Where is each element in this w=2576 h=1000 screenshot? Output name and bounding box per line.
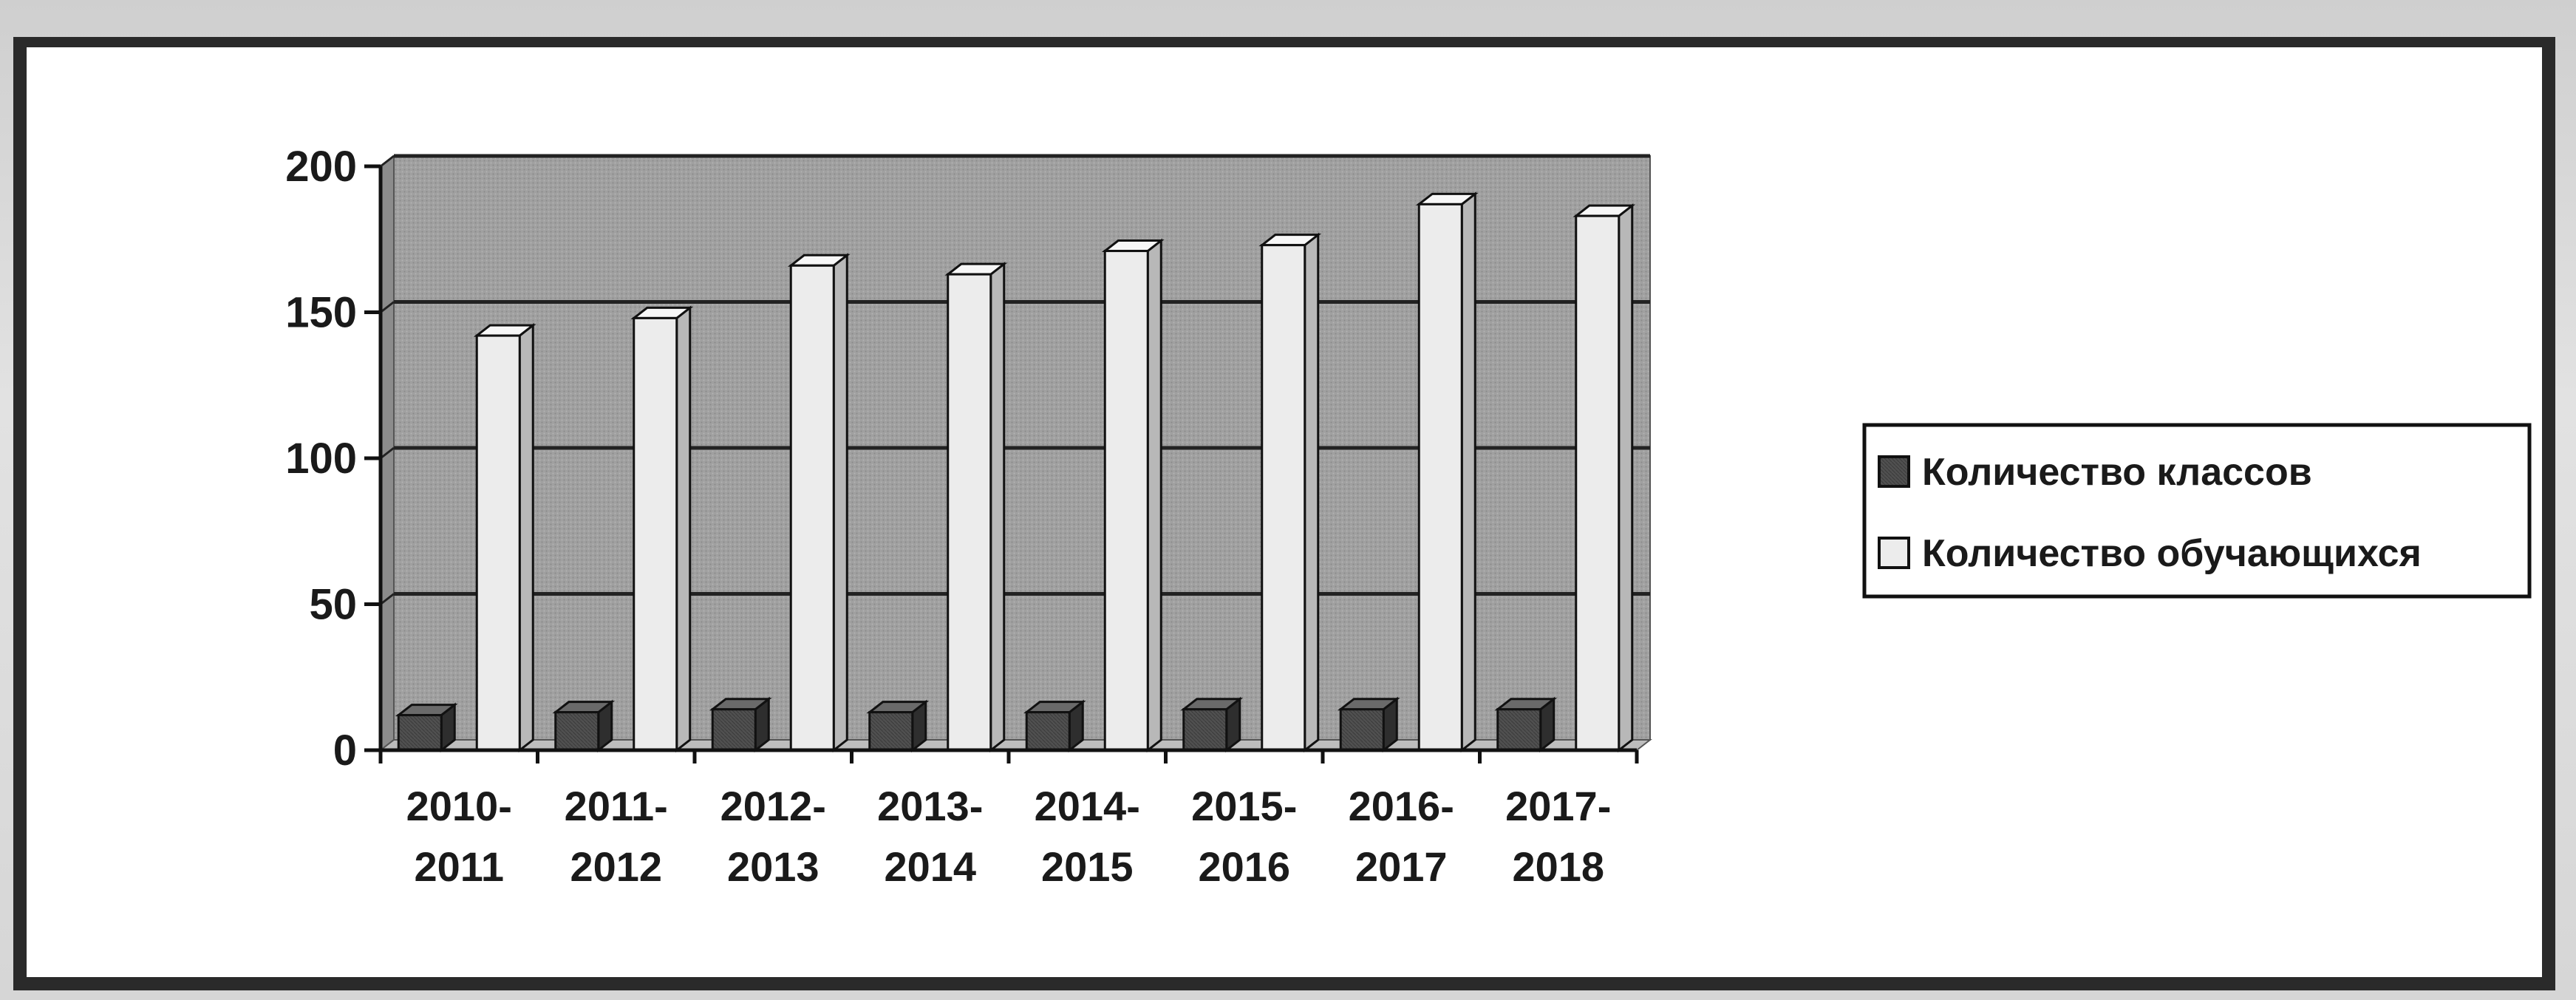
x-tick-label: 2014- 2015 [1035,783,1140,890]
x-tick-label-line: 2017 [1355,843,1448,890]
bar-students [473,323,536,753]
gridline-depth [380,154,395,168]
bar-students [1258,232,1322,753]
x-tick-label-line: 2015 [1041,843,1134,890]
bar-classes [552,699,616,753]
bars [395,191,1636,753]
legend-label: Количество обучающихся [1922,532,2422,575]
bar-students [944,262,1008,753]
x-tick-label-line: 2011- [565,783,668,829]
x-tick-label: 2015- 2016 [1191,783,1297,890]
x-tick-label-line: 2014- [1035,783,1140,829]
x-tick-label-line: 2011 [415,843,505,890]
x-tick-label: 2017- 2018 [1505,783,1611,890]
legend: Количество классов Количество обучающихся [1862,423,2532,599]
gridline-depth [380,301,395,313]
x-tick-label-line: 2013 [727,843,820,890]
x-tick-label: 2016- 2017 [1349,783,1454,890]
y-tick-label: 0 [333,727,357,775]
x-tick-label-line: 2012 [570,843,662,890]
x-tick-label-line: 2013- [877,783,983,829]
x-tick-label-line: 2015- [1191,783,1297,829]
y-tick-label: 100 [285,435,357,483]
bar-classes [1337,696,1400,753]
gridline-depth [380,446,395,460]
x-tick-label: 2011- 2012 [565,783,668,890]
y-tick-label: 50 [309,581,357,629]
legend-item: Количество обучающихся [1878,532,2422,575]
x-tick-label-line: 2017- [1505,783,1611,829]
bar-classes [1494,696,1558,753]
legend-box [1862,423,2532,599]
axes [364,164,1639,763]
x-tick-label-line: 2014 [884,843,976,890]
bar-classes [866,699,930,753]
x-tick-label-line: 2012- [720,783,826,829]
legend-swatch [1878,537,1910,569]
bar-classes [709,696,772,753]
gridline-depth [380,593,395,605]
x-tick-label: 2012- 2013 [720,783,826,890]
x-tick-label: 2010- 2011 [406,783,512,890]
x-tick-label: 2013- 2014 [877,783,983,890]
bar-students [787,253,851,753]
x-tick-label-line: 2010- [406,783,512,829]
legend-label: Количество классов [1922,451,2312,494]
bar-students [1101,238,1165,753]
bar-classes [1023,699,1086,753]
bar-classes [1180,696,1244,753]
bar-classes [395,702,458,753]
y-tick-label: 150 [285,289,357,337]
bar-students [1572,203,1636,753]
y-tick-labels: 0 50 100 150 200 [285,143,357,775]
bar-students [630,305,694,753]
x-tick-labels: 2010- 2011 2011- 2012 2012- 2013 2013- 2014 2014… [406,783,1612,890]
x-tick-label-line: 2018 [1512,843,1604,890]
bar-students [1415,191,1479,753]
x-tick-label-line: 2016 [1198,843,1290,890]
x-tick-label-line: 2016- [1349,783,1454,829]
y-tick-label: 200 [285,143,357,191]
legend-item: Количество классов [1878,451,2312,494]
legend-swatch [1878,455,1910,488]
